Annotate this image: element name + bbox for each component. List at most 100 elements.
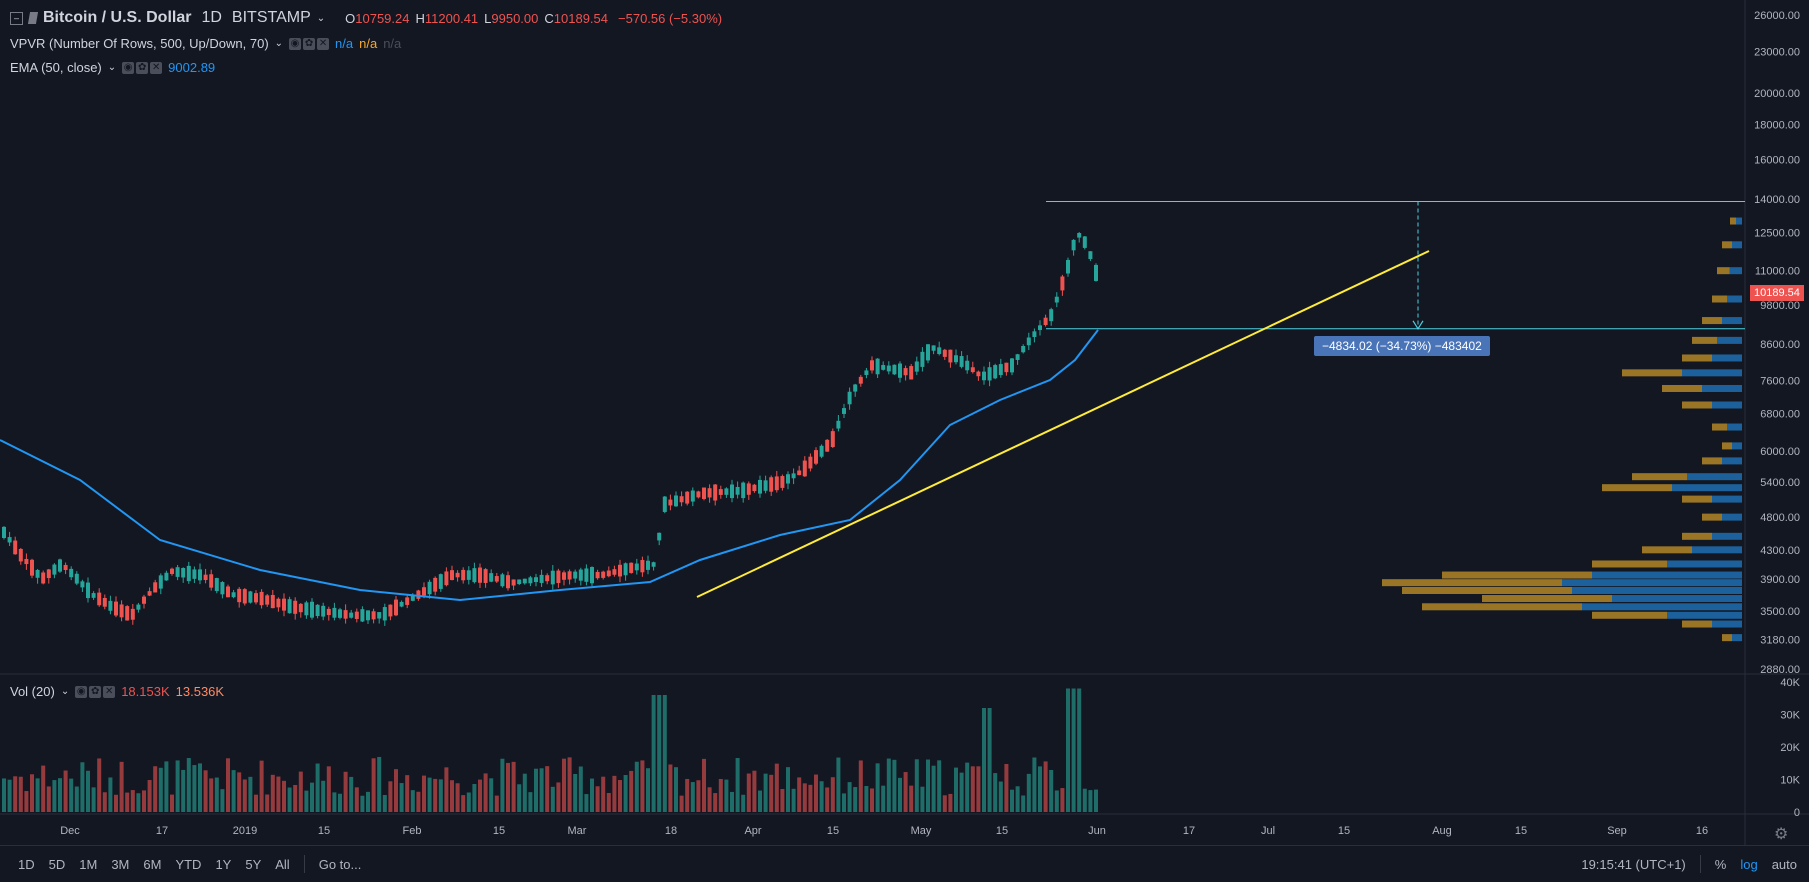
close-icon[interactable]: ✕ [150,61,163,74]
range-ytd[interactable]: YTD [175,856,202,872]
candle-body [864,370,869,375]
volume-bar [214,777,219,812]
symbol-name[interactable]: Bitcoin / U.S. Dollar [43,9,192,26]
volume-bar [478,779,482,812]
volume-bar [1021,795,1026,812]
settings-icon[interactable]: ✿ [136,61,149,74]
chevron-down-icon[interactable]: ⌄ [274,38,284,49]
settings-icon[interactable]: ✿ [89,685,102,698]
chart-canvas[interactable]: 26000.00 23000.00 20000.00 18000.00 16000.00… [0,0,1809,845]
volume-value-1: 18.153K [121,684,170,699]
volume-bar [1094,789,1098,812]
volume-bar [125,792,130,812]
candle-body [483,569,488,583]
chevron-down-icon[interactable]: ⌄ [316,12,326,24]
candle-body [1015,354,1020,360]
price-tick: 3900.00 [1760,574,1800,586]
log-toggle[interactable]: log [1740,856,1758,872]
range-6m[interactable]: 6M [143,856,162,872]
volume-bar [539,768,544,812]
volume-bar [942,795,947,812]
volume-bar [909,785,914,812]
candle-body [623,563,628,576]
range-1m[interactable]: 1M [79,856,98,872]
time-axis[interactable]: Dec 17 2019 15 Feb 15 Mar 18 Apr 15 May 15 Jun 17 Jul 1… [60,825,1708,837]
time-tick: 2019 [233,825,257,837]
volume-bar [534,768,538,812]
percent-toggle[interactable]: % [1714,856,1727,872]
price-tick: 4300.00 [1760,545,1800,557]
range-3m[interactable]: 3M [111,856,130,872]
candle-body [315,604,320,617]
volume-bar [959,772,964,812]
price-axis[interactable]: 26000.00 23000.00 20000.00 18000.00 16000.00… [1754,10,1800,676]
auto-toggle[interactable]: auto [1771,856,1797,872]
volume-bar [702,758,706,812]
price-change: −570.56 (−5.30%) [618,10,723,26]
range-5d[interactable]: 5D [48,856,66,872]
chevron-down-icon[interactable]: ⌄ [107,62,117,73]
symbol-legend[interactable]: – Bitcoin / U.S. Dollar 1D BITSTAMP ⌄ O1… [10,9,722,27]
candle-body [399,601,404,607]
volume-bar [354,787,359,812]
candle-body [679,496,684,503]
price-tick: 14000.00 [1754,194,1800,206]
eye-icon[interactable]: ◉ [75,685,88,698]
range-all[interactable]: All [275,856,290,872]
volume-profile-down [1682,620,1712,628]
candle-body [640,560,645,573]
candle-body [153,582,158,593]
price-tick: 5400.00 [1760,477,1800,489]
candle-body [545,575,550,582]
range-1d[interactable]: 1D [18,856,35,872]
indicator-vpvr[interactable]: VPVR (Number Of Rows, 500, Up/Down, 70) … [10,36,401,51]
candle-body [954,355,958,363]
indicator-ema[interactable]: EMA (50, close) ⌄ ◉ ✿ ✕ 9002.89 [10,60,215,75]
volume-bar [259,760,264,812]
settings-icon[interactable]: ✿ [303,37,316,50]
volume-profile-down [1722,241,1732,249]
volume-bar [298,771,303,812]
interval-label[interactable]: 1D [201,9,222,26]
drawings[interactable] [696,201,1745,598]
measure-label[interactable]: −4834.02 (−34.73%) −483402 [1314,336,1490,356]
exchange-label[interactable]: BITSTAMP [231,9,311,26]
vpvr-name[interactable]: VPVR (Number Of Rows, 500, Up/Down, 70) [10,36,269,51]
candle-body [970,367,975,373]
candle-body [377,612,382,619]
close-icon[interactable]: ✕ [103,685,116,698]
candle-body [948,349,953,363]
candle-body [382,607,387,621]
volume-bar [130,790,135,812]
volume-bar [1015,786,1020,812]
close-icon[interactable]: ✕ [317,37,330,50]
range-1y[interactable]: 1Y [215,856,232,872]
collapse-icon[interactable]: – [10,11,23,25]
volume-bar [1088,790,1093,812]
volume-bar [1032,757,1037,812]
goto-button[interactable]: Go to... [318,856,362,872]
volume-profile-up [1562,579,1742,587]
eye-icon[interactable]: ◉ [122,61,135,74]
indicator-volume[interactable]: Vol (20) ⌄ ◉ ✿ ✕ 18.153K 13.536K [10,684,224,699]
volume-bar [970,766,975,812]
candle-body [646,560,650,570]
candle-body [892,364,897,375]
axis-settings-gear-icon[interactable]: ⚙ [1774,826,1789,843]
clock-timezone[interactable]: 19:15:41 (UTC+1) [1581,856,1686,872]
candle-body [1082,236,1087,248]
ema-name[interactable]: EMA (50, close) [10,60,102,75]
volume-bar [1026,773,1031,812]
ema-line [0,329,1099,602]
candle-body [909,366,914,380]
volume-name[interactable]: Vol (20) [10,684,55,699]
volume-profile-down [1592,611,1667,619]
volume-bar [819,781,824,812]
range-5y[interactable]: 5Y [245,856,262,872]
volume-bar [730,791,734,812]
eye-icon[interactable]: ◉ [289,37,302,50]
volume-bar [511,761,516,812]
candle-body [606,570,611,577]
chevron-down-icon[interactable]: ⌄ [60,686,70,697]
candle-body [1071,239,1076,251]
